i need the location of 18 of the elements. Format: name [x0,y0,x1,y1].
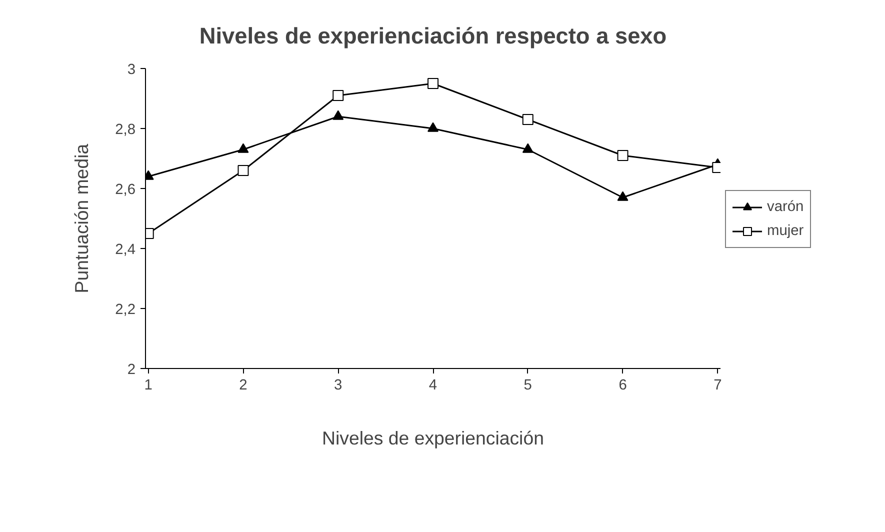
legend-label: mujer [767,223,804,239]
x-tick-label: 5 [524,378,532,394]
x-tick-label: 1 [144,378,152,394]
x-axis-title: Niveles de experienciación [322,428,544,448]
x-tick-label: 4 [428,378,438,394]
chart-title: Niveles de experienciación respecto a sexo [199,22,667,48]
x-tick-label: 2 [239,378,248,394]
x-tick-label: 3 [334,378,342,394]
y-tick-label: 3 [127,62,136,78]
y-tick-label: 2,8 [115,122,136,138]
y-tick-label: 2,4 [115,242,136,258]
legend-label: varón [767,199,804,215]
y-tick-label: 2 [127,362,136,378]
x-tick-label: 6 [618,378,627,394]
x-tick-label: 7 [714,378,722,394]
y-axis-title: Puntuación media [71,143,92,294]
y-tick-label: 2,2 [115,302,136,318]
y-tick-label: 2,6 [115,182,136,198]
